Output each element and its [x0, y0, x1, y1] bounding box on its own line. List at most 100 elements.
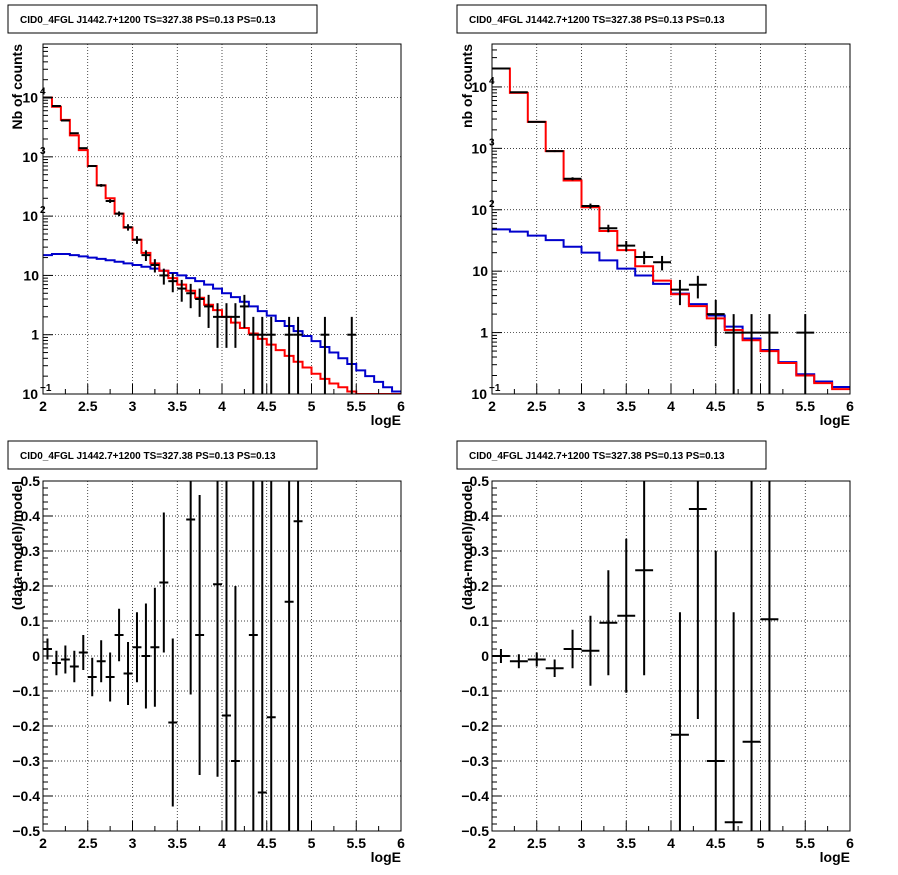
y-tick-exponent: 4: [40, 87, 46, 98]
data-point: [51, 105, 61, 108]
x-tick-label: 5.5: [796, 398, 816, 414]
data-point: [635, 481, 654, 676]
data-point: [132, 236, 142, 244]
model-component-line: [43, 252, 401, 393]
y-tick-label: 1: [31, 327, 39, 343]
data-point: [293, 316, 303, 394]
data-point: [742, 481, 761, 831]
y-tick-label: 10: [471, 202, 487, 218]
x-tick-label: 5.5: [796, 835, 816, 851]
x-tick-label: 4.5: [706, 835, 726, 851]
data-point: [213, 481, 222, 777]
y-tick-label: 0.3: [470, 543, 490, 559]
data-point: [195, 495, 205, 775]
chart-title: CID0_4FGL J1442.7+1200 TS=327.38 PS=0.13…: [469, 451, 725, 462]
x-tick-label: 3: [129, 835, 137, 851]
data-point: [527, 652, 546, 667]
data-point: [60, 645, 70, 674]
x-tick-label: 4.5: [257, 835, 277, 851]
x-tick-label: 3: [578, 398, 586, 414]
y-tick-label: −0.5: [12, 823, 40, 839]
y-tick-label: 10: [22, 149, 38, 165]
data-point: [796, 314, 815, 394]
y-tick-exponent: 3: [489, 137, 495, 148]
x-tick-label: 3.5: [617, 398, 637, 414]
x-tick-label: 2: [39, 398, 47, 414]
data-point: [141, 603, 151, 709]
title-box: [456, 440, 767, 470]
x-tick-label: 5: [757, 398, 765, 414]
title-box: [456, 4, 767, 34]
data-point: [78, 147, 88, 150]
y-axis-label: (data-model)/model: [459, 481, 475, 610]
data-point: [69, 650, 79, 683]
data-point: [563, 629, 582, 669]
x-tick-label: 3.5: [617, 835, 637, 851]
y-tick-label: 0.1: [21, 613, 41, 629]
y-tick-label: 10: [472, 263, 488, 279]
title-box: [7, 440, 318, 470]
data-point: [671, 612, 689, 831]
data-point: [563, 177, 582, 181]
data-point: [545, 659, 564, 677]
data-point: [688, 481, 707, 719]
data-point: [96, 184, 106, 187]
y-tick-label: 10: [471, 386, 487, 402]
y-axis-label: nb of counts: [459, 44, 475, 128]
data-point: [96, 640, 106, 683]
data-point: [706, 299, 725, 347]
data-point: [150, 259, 160, 273]
title-box: [7, 4, 318, 34]
y-tick-label: 1: [480, 325, 488, 341]
data-point: [266, 481, 276, 831]
y-tick-label: −0.2: [461, 718, 489, 734]
y-tick-label: 0: [32, 648, 40, 664]
data-point: [230, 586, 240, 831]
data-point: [114, 211, 124, 217]
x-tick-label: 5.5: [347, 835, 367, 851]
chart-title: CID0_4FGL J1442.7+1200 TS=327.38 PS=0.13…: [469, 15, 725, 26]
y-tick-label: 10: [22, 386, 38, 402]
data-point: [617, 538, 636, 693]
y-tick-exponent: −1: [40, 383, 52, 394]
x-tick-label: 5: [308, 835, 316, 851]
data-point: [177, 279, 187, 302]
plot-area: [43, 96, 401, 394]
x-tick-label: 4: [218, 398, 226, 414]
x-tick-label: 2: [39, 835, 47, 851]
data-point: [78, 635, 88, 670]
y-tick-label: −0.3: [461, 753, 489, 769]
x-tick-label: 6: [397, 835, 405, 851]
data-point: [248, 316, 258, 394]
data-point: [159, 512, 169, 653]
y-tick-exponent: 3: [40, 146, 46, 157]
x-tick-label: 2.5: [78, 398, 98, 414]
y-tick-label: −0.3: [12, 753, 40, 769]
x-axis-label: logE: [820, 849, 850, 865]
data-point: [635, 251, 654, 265]
data-point: [581, 203, 600, 209]
data-point: [671, 279, 689, 306]
data-point: [760, 314, 779, 394]
data-point: [222, 303, 231, 348]
data-point: [284, 316, 294, 394]
y-tick-label: 0.5: [21, 473, 41, 489]
data-point: [213, 303, 222, 348]
x-axis-label: logE: [820, 412, 850, 428]
y-tick-label: 10: [471, 79, 487, 95]
x-tick-label: 4.5: [706, 398, 726, 414]
data-point: [527, 120, 546, 123]
data-point: [60, 119, 70, 122]
x-tick-label: 4: [218, 835, 226, 851]
y-tick-label: −0.5: [461, 823, 489, 839]
x-axis-label: logE: [371, 412, 401, 428]
data-point: [123, 224, 133, 231]
x-tick-label: 5.5: [347, 398, 367, 414]
data-point: [168, 638, 178, 807]
data-point: [123, 642, 133, 705]
data-point: [222, 481, 231, 831]
y-tick-label: 10: [471, 140, 487, 156]
data-point: [347, 316, 357, 394]
x-tick-label: 2.5: [527, 835, 547, 851]
data-point: [293, 481, 303, 831]
